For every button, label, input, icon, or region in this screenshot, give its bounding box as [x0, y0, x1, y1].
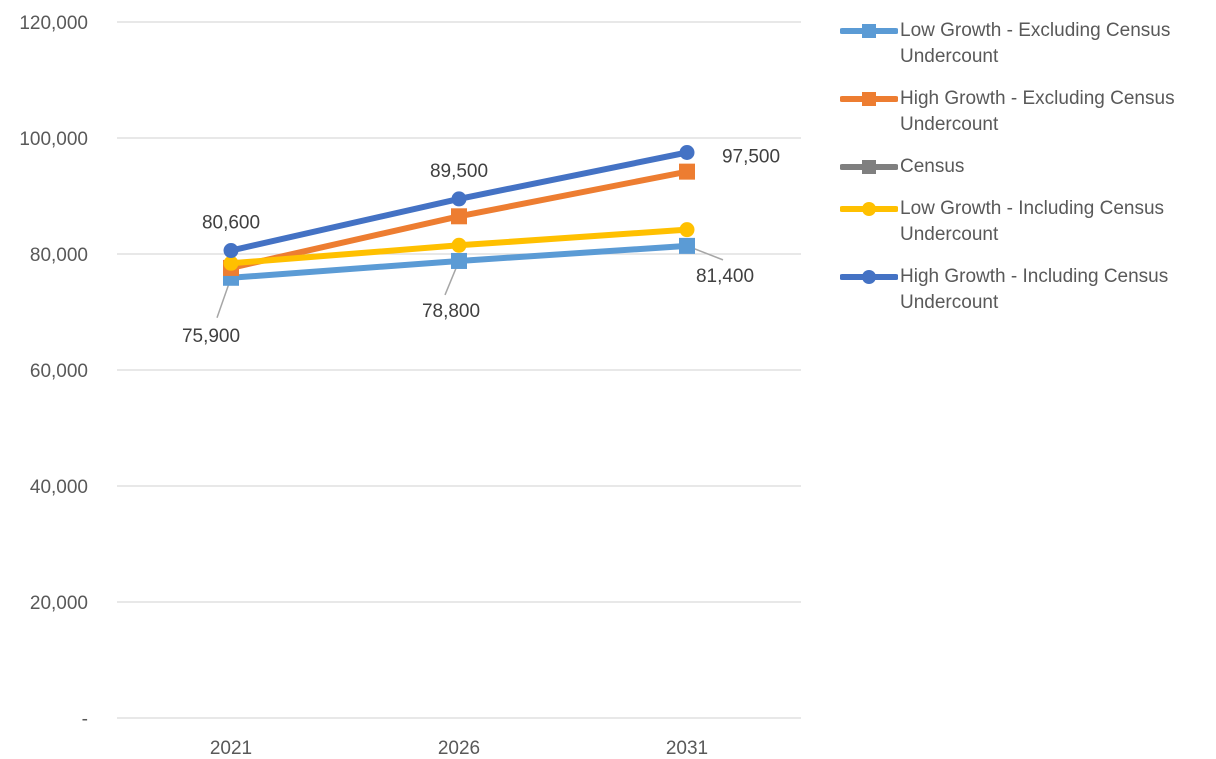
legend-label: Census — [900, 156, 965, 177]
legend-item: Low Growth - Including Census Undercount — [840, 196, 1212, 248]
data-point — [451, 208, 467, 225]
y-tick-label: 80,000 — [30, 245, 88, 266]
data-label: 97,500 — [722, 147, 780, 168]
x-tick-label: 2031 — [666, 738, 708, 759]
legend-marker — [862, 160, 876, 174]
legend-label: High Growth - Including Census Undercoun… — [900, 266, 1169, 313]
legend-label: Low Growth - Including Census Undercount — [900, 198, 1165, 245]
x-tick-label: 2026 — [438, 738, 480, 759]
y-tick-label: 120,000 — [19, 13, 88, 34]
plot-area — [223, 145, 695, 286]
series-3 — [223, 222, 695, 271]
data-label: 89,500 — [430, 161, 488, 182]
chart-legend: Low Growth - Excluding Census Undercount… — [840, 18, 1212, 332]
data-point — [679, 145, 695, 160]
y-tick-label: - — [82, 709, 88, 730]
y-tick-label: 60,000 — [30, 361, 88, 382]
y-tick-label: 20,000 — [30, 593, 88, 614]
line-chart: -20,00040,00060,00080,000100,000120,000 … — [19, 13, 801, 759]
data-label: 80,600 — [202, 213, 260, 234]
y-axis: - 20,000 40,000 60,000 80,000 100,000 120,000 — [19, 13, 88, 730]
legend-swatch — [840, 92, 898, 106]
data-point — [679, 163, 695, 180]
x-axis: 2021 2026 2031 — [210, 738, 708, 759]
y-tick-label: 100,000 — [19, 129, 88, 150]
legend-item: High Growth - Including Census Undercoun… — [840, 264, 1212, 316]
legend-item: High Growth - Excluding Census Undercoun… — [840, 86, 1212, 138]
data-point — [451, 237, 467, 253]
data-point — [223, 255, 239, 271]
data-point — [451, 191, 467, 207]
data-label: 75,900 — [182, 326, 240, 347]
data-point — [679, 222, 695, 238]
legend-swatch — [840, 160, 898, 174]
data-label: 78,800 — [422, 301, 480, 322]
y-tick-label: 40,000 — [30, 477, 88, 498]
legend-marker — [862, 92, 876, 106]
series-4 — [223, 145, 695, 259]
legend-marker — [862, 24, 876, 38]
legend-label: Low Growth - Excluding Census Undercount — [900, 20, 1171, 67]
legend-marker — [862, 202, 876, 216]
legend-swatch — [840, 24, 898, 38]
legend-item: Low Growth - Excluding Census Undercount — [840, 18, 1212, 70]
legend-swatch — [840, 270, 898, 284]
data-point — [223, 243, 239, 259]
data-label: 81,400 — [696, 266, 754, 287]
data-point — [451, 252, 467, 269]
series-0 — [223, 237, 695, 286]
legend-swatch — [840, 202, 898, 216]
legend-item: Census — [840, 154, 1212, 180]
legend-label: High Growth - Excluding Census Undercoun… — [900, 88, 1175, 135]
gridlines — [117, 21, 801, 719]
data-labels: 80,600 89,500 97,500 75,900 78,800 81,400 — [182, 147, 780, 347]
data-point — [679, 237, 695, 254]
legend-marker — [862, 270, 876, 284]
x-tick-label: 2021 — [210, 738, 252, 759]
